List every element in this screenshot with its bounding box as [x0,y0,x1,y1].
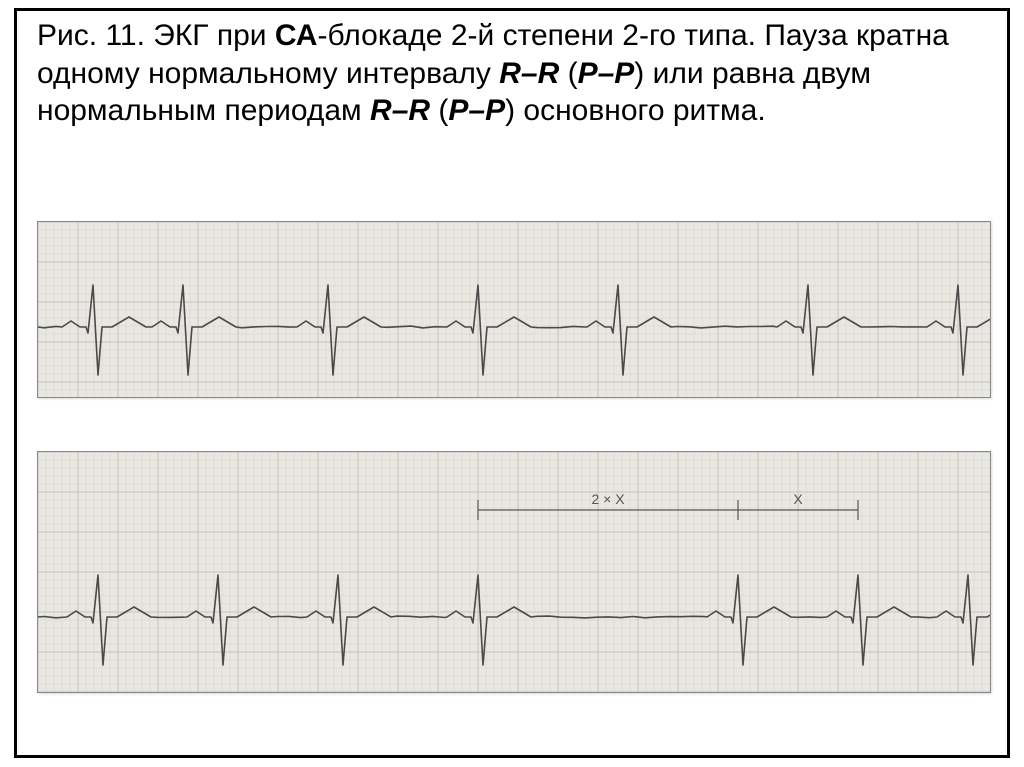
caption-italic-pp1: P–P [578,57,635,90]
figure-caption: Рис. 11. ЭКГ при СА-блокаде 2-й степени … [37,17,993,130]
svg-text:X: X [793,491,803,507]
caption-text: Рис. 11. ЭКГ при [37,19,275,52]
ecg-strip-2: 2 × X X [37,451,991,693]
svg-text:2 × X: 2 × X [591,491,625,507]
ecg-strip-1 [37,221,991,398]
caption-text: ) основного ритма. [505,94,766,127]
caption-italic-pp2: P–P [448,94,505,127]
caption-bold-sa: СА [275,19,318,52]
caption-italic-rr1: R–R [499,57,559,90]
caption-text: ( [559,57,577,90]
caption-text: ( [430,94,448,127]
caption-italic-rr2: R–R [370,94,430,127]
figure-frame: Рис. 11. ЭКГ при СА-блокаде 2-й степени … [14,8,1010,758]
